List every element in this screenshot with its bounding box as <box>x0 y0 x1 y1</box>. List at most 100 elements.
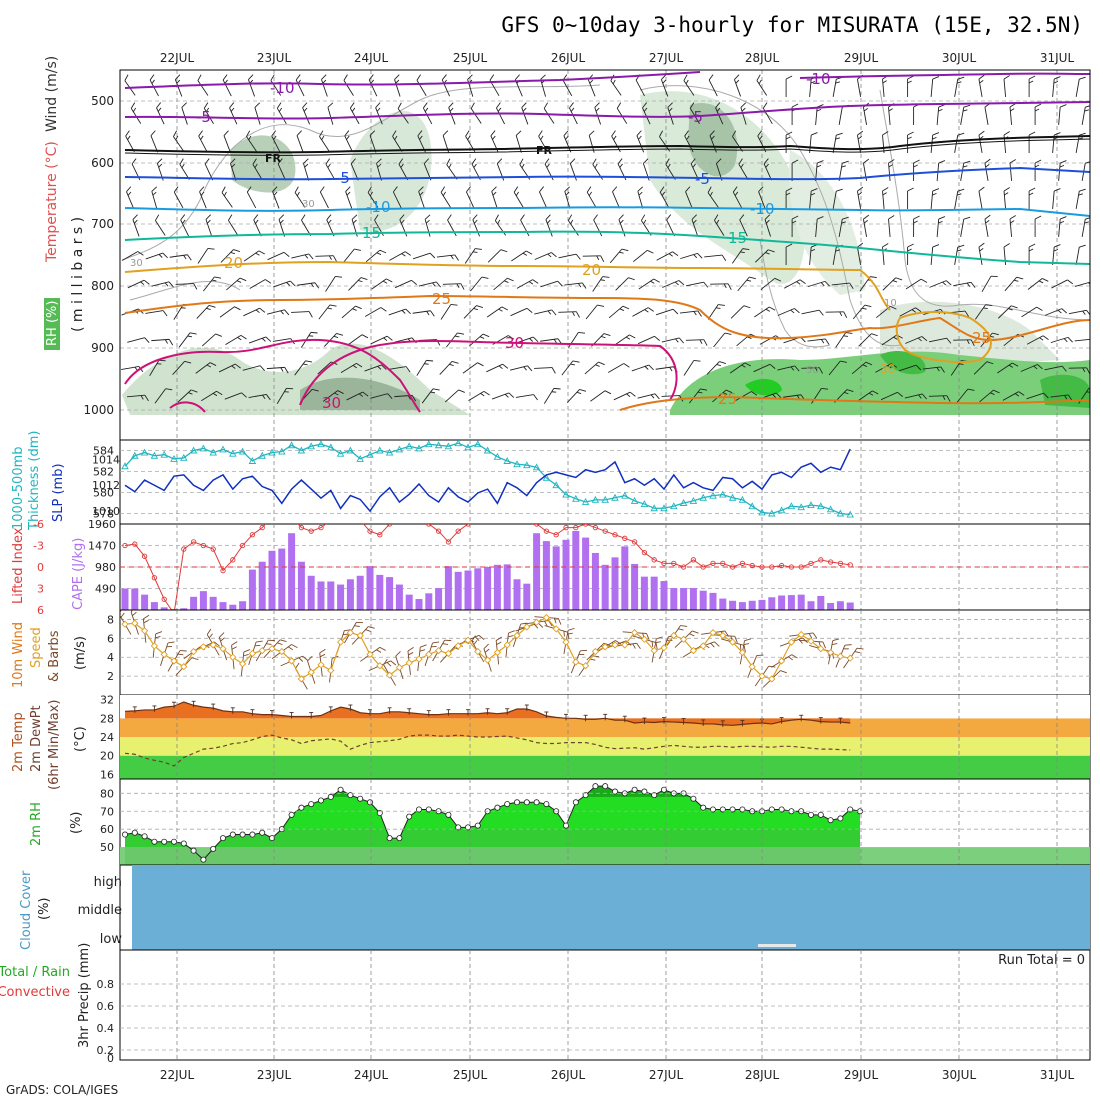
thickness-marker <box>405 442 413 450</box>
wind-marker <box>346 629 355 637</box>
wind-marker <box>748 663 756 671</box>
wind-marker <box>670 631 678 640</box>
rh-band <box>125 847 860 865</box>
temp-band <box>120 755 1090 779</box>
wind-barb <box>660 74 669 97</box>
li-marker <box>808 560 814 567</box>
cape-bar <box>356 575 364 610</box>
wind-marker <box>189 647 198 656</box>
wind-marker <box>356 631 364 640</box>
wind-barb <box>785 75 793 97</box>
wind-barb <box>815 104 824 126</box>
tick-label: 0.6 <box>97 1000 115 1013</box>
wind-barb <box>608 305 630 319</box>
wind-barb <box>224 392 247 400</box>
wind-barb <box>614 334 636 346</box>
contour-label: 10 <box>884 298 897 309</box>
tick-label: 1000 <box>83 403 114 417</box>
cape-bar <box>464 570 472 610</box>
date-label-top: 28JUL <box>745 51 780 65</box>
cape-bar <box>160 607 168 610</box>
cape-bar <box>807 601 815 610</box>
wind-barb <box>343 74 354 96</box>
wind-barb <box>851 361 873 375</box>
thickness-ylabels: 1000-500mb Thickness (dm) SLP (mb) <box>11 431 66 531</box>
date-label-bottom: 30JUL <box>942 1068 977 1082</box>
date-label-bottom: 25JUL <box>453 1068 488 1082</box>
wind-barb <box>464 248 482 264</box>
wind-marker <box>689 646 698 655</box>
tick-label: 70 <box>100 805 114 818</box>
rh-marker <box>739 806 746 813</box>
wind-barb <box>303 158 310 181</box>
li-marker <box>445 539 452 545</box>
wind-marker <box>728 638 737 646</box>
thickness-marker <box>356 454 364 462</box>
wind-barb <box>169 254 192 261</box>
cape-bar <box>121 588 129 610</box>
wind-barb <box>1081 104 1090 125</box>
rh-marker <box>563 822 570 829</box>
date-label-top: 22JUL <box>160 51 195 65</box>
contour-label: 20 <box>582 261 601 279</box>
wind-marker <box>513 631 521 640</box>
li-marker <box>386 524 393 527</box>
wind-marker <box>738 648 747 657</box>
wind-barb <box>365 249 387 263</box>
wind-marker <box>807 637 815 645</box>
wind-barb <box>954 244 965 265</box>
wind-barb <box>936 104 946 126</box>
thickness-marker <box>728 493 737 501</box>
wind-barb <box>735 391 758 401</box>
rh-grid <box>120 779 1090 865</box>
wind-barb <box>713 332 732 348</box>
li-marker <box>543 528 550 534</box>
wind-barb <box>738 158 749 180</box>
li-marker <box>367 528 373 534</box>
wind-barb <box>852 304 872 320</box>
wind-barb <box>178 332 197 348</box>
wind-marker <box>474 647 482 656</box>
wind-barb <box>273 280 296 288</box>
contour-label: -10 <box>270 79 295 97</box>
cape-bar <box>493 564 501 610</box>
wind-barb <box>659 186 670 209</box>
wind-barb <box>219 306 241 318</box>
wind-barb <box>960 104 971 125</box>
thickness-marker <box>719 490 727 498</box>
thickness-marker <box>836 509 845 517</box>
wind-barb <box>567 214 579 236</box>
wind-barb <box>222 74 232 97</box>
wind-marker <box>699 642 707 650</box>
thickness-marker <box>150 451 159 459</box>
li-marker <box>259 524 265 531</box>
wind-barb <box>710 283 732 290</box>
wind-barb <box>740 102 747 125</box>
li-marker <box>759 564 765 570</box>
wind-barb <box>731 248 750 264</box>
wind-barb <box>126 394 149 402</box>
lifted-index-line <box>124 524 851 610</box>
tick-label: 584 <box>93 445 114 458</box>
cape-bar <box>778 595 786 610</box>
rh-marker <box>406 813 413 820</box>
tick-label: 0.4 <box>97 1022 115 1035</box>
wind-barb <box>197 74 209 96</box>
wind-marker <box>278 647 286 656</box>
cape-bar <box>317 581 325 610</box>
wind-barb <box>180 214 189 237</box>
thickness-marker <box>229 449 237 457</box>
wind-barb <box>811 388 829 404</box>
wind-barb <box>394 279 417 289</box>
wind-barb <box>294 360 313 376</box>
wind-barb <box>203 276 222 292</box>
wind-barb <box>392 130 403 152</box>
contour-label: FR <box>536 144 553 157</box>
wind-barb <box>729 362 751 374</box>
wind-barb <box>558 253 581 260</box>
ylabel-temp-units: (°C) <box>73 726 88 752</box>
thickness-marker <box>846 510 854 518</box>
rh-marker <box>641 788 648 795</box>
cape-bar <box>150 602 158 610</box>
wind-marker <box>425 650 433 659</box>
